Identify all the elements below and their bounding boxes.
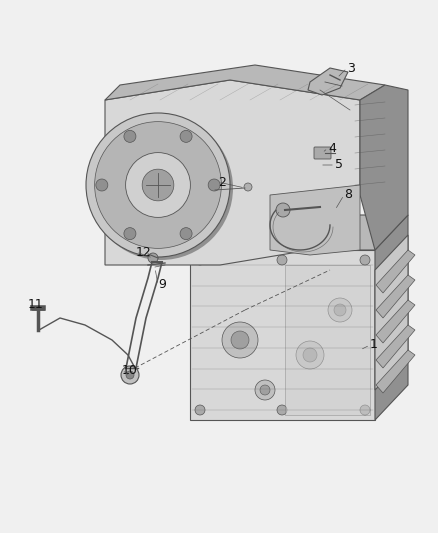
Polygon shape: [285, 265, 370, 415]
Circle shape: [195, 405, 205, 415]
Polygon shape: [308, 68, 348, 95]
Text: 3: 3: [347, 61, 355, 75]
Polygon shape: [376, 325, 415, 368]
Circle shape: [142, 169, 174, 201]
Circle shape: [126, 371, 134, 379]
Text: 1: 1: [370, 338, 378, 351]
Text: 9: 9: [158, 279, 166, 292]
Text: 5: 5: [335, 158, 343, 172]
Polygon shape: [376, 250, 415, 293]
Circle shape: [86, 113, 230, 257]
Circle shape: [255, 380, 275, 400]
Circle shape: [95, 122, 221, 248]
Circle shape: [328, 298, 352, 322]
Circle shape: [277, 405, 287, 415]
Circle shape: [195, 255, 205, 265]
Circle shape: [126, 152, 191, 217]
Polygon shape: [190, 215, 408, 250]
Polygon shape: [360, 85, 408, 250]
Circle shape: [148, 253, 158, 263]
Circle shape: [276, 203, 290, 217]
Circle shape: [124, 131, 136, 142]
Text: 10: 10: [122, 364, 138, 376]
Text: 2: 2: [218, 175, 226, 189]
Circle shape: [334, 304, 346, 316]
Circle shape: [303, 348, 317, 362]
Circle shape: [222, 322, 258, 358]
Circle shape: [180, 228, 192, 240]
Polygon shape: [376, 300, 415, 343]
Polygon shape: [376, 275, 415, 318]
Polygon shape: [376, 350, 415, 393]
Circle shape: [208, 179, 220, 191]
Polygon shape: [375, 215, 408, 420]
Circle shape: [360, 405, 370, 415]
Circle shape: [277, 255, 287, 265]
Polygon shape: [105, 80, 360, 265]
Polygon shape: [270, 185, 360, 255]
Circle shape: [124, 228, 136, 240]
FancyBboxPatch shape: [314, 147, 331, 159]
Text: 8: 8: [344, 189, 352, 201]
Polygon shape: [375, 235, 408, 390]
Circle shape: [296, 341, 324, 369]
Circle shape: [260, 385, 270, 395]
Polygon shape: [105, 65, 385, 100]
Circle shape: [180, 131, 192, 142]
Text: 4: 4: [328, 141, 336, 155]
Text: 11: 11: [28, 298, 44, 311]
Circle shape: [360, 255, 370, 265]
Polygon shape: [190, 250, 375, 420]
Circle shape: [244, 183, 252, 191]
Circle shape: [121, 366, 139, 384]
Text: 12: 12: [136, 246, 152, 259]
Circle shape: [89, 116, 233, 260]
Circle shape: [231, 331, 249, 349]
Circle shape: [96, 179, 108, 191]
